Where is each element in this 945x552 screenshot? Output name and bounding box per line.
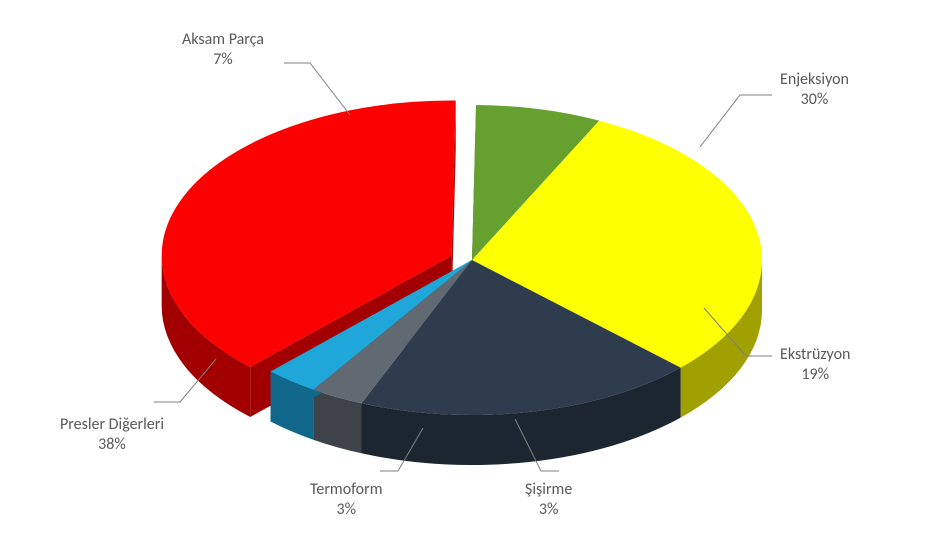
slice-label-percent: 19% <box>780 365 850 385</box>
slice-label-percent: 7% <box>182 50 264 70</box>
slice-label-name: Enjeksiyon <box>780 70 849 90</box>
slice-label: Aksam Parça7% <box>182 30 264 70</box>
slice-label: Termoform3% <box>310 480 382 520</box>
slice-label-name: Presler Diğerleri <box>60 415 164 435</box>
leader-line <box>284 63 350 115</box>
slice-label: Şişirme3% <box>525 480 572 520</box>
slice-label: Enjeksiyon30% <box>780 70 849 110</box>
slice-label-percent: 30% <box>780 90 849 110</box>
slice-label-percent: 38% <box>60 435 164 455</box>
slice-label: Presler Diğerleri38% <box>60 415 164 455</box>
slice-label-name: Termoform <box>310 480 382 500</box>
slice-label-name: Şişirme <box>525 480 572 500</box>
slice-label-percent: 3% <box>525 500 572 520</box>
slice-label-percent: 3% <box>310 500 382 520</box>
leader-line <box>700 95 772 147</box>
slice-label-name: Aksam Parça <box>182 30 264 50</box>
slice-label-name: Ekstrüzyon <box>780 345 850 365</box>
slice-label: Ekstrüzyon19% <box>780 345 850 385</box>
pie-chart-3d: Enjeksiyon30%Ekstrüzyon19%Şişirme3%Termo… <box>0 0 945 552</box>
